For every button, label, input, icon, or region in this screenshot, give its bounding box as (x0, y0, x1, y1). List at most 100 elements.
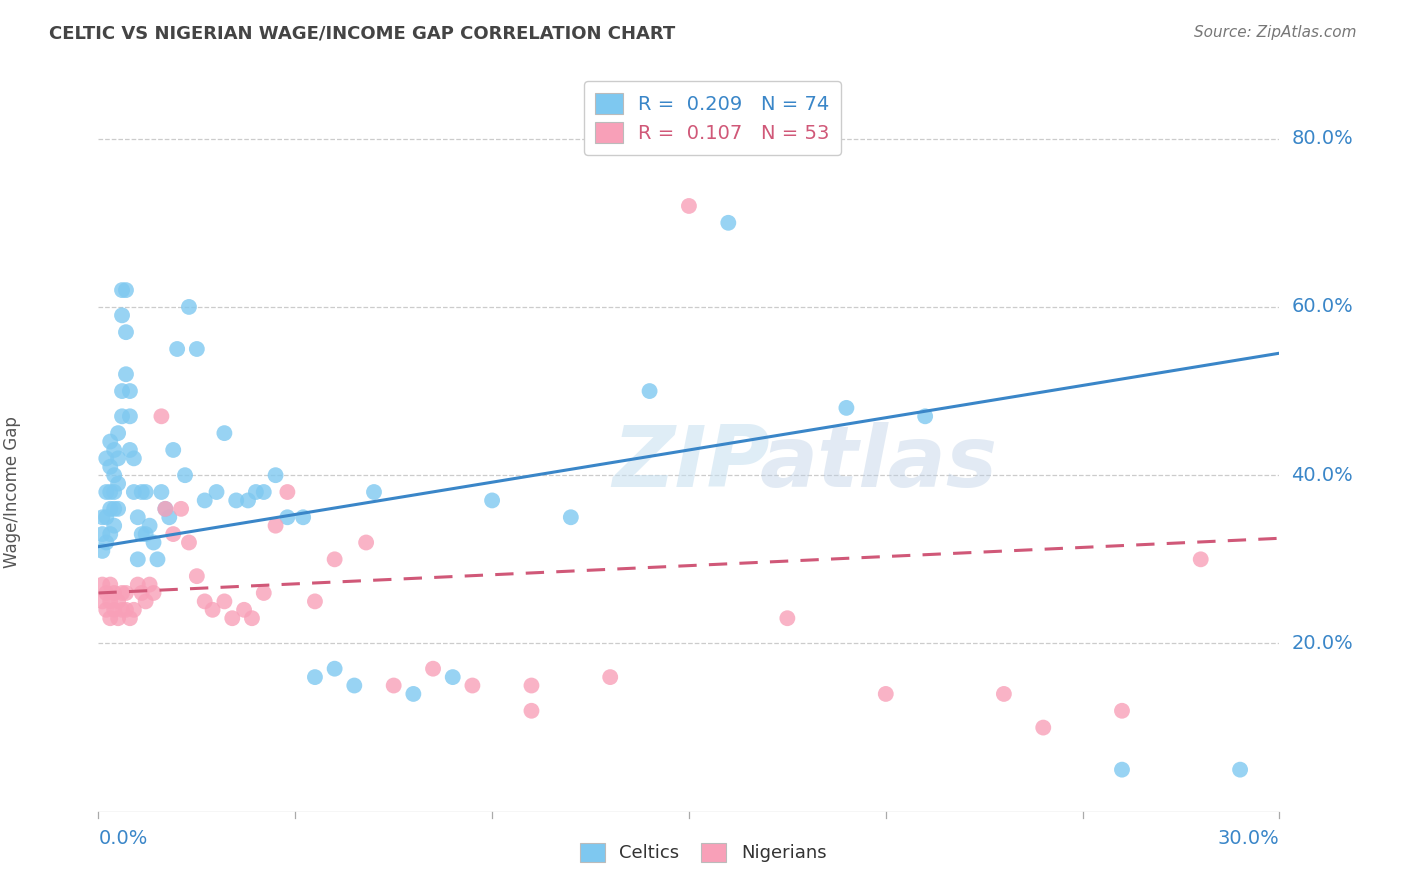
Point (118, 611, 141, 625)
Point (1111, 763, 1133, 777)
Point (96, 603, 118, 617)
Point (138, 518, 160, 533)
Point (240, 611, 263, 625)
Point (233, 603, 256, 617)
Point (157, 510, 180, 524)
Point (91, 510, 114, 524)
Point (560, 510, 582, 524)
Point (354, 535, 377, 549)
Point (343, 679, 366, 693)
Point (127, 577, 149, 591)
Point (678, 199, 700, 213)
Point (402, 687, 425, 701)
Point (103, 603, 125, 617)
Point (115, 368, 138, 382)
Point (292, 510, 315, 524)
Point (107, 476, 129, 491)
Point (221, 611, 243, 625)
Point (186, 569, 208, 583)
Point (225, 493, 247, 508)
Point (91, 544, 114, 558)
Point (107, 594, 129, 608)
Point (481, 493, 503, 508)
Point (1189, 552, 1212, 566)
Point (131, 527, 153, 541)
Point (115, 283, 138, 297)
Point (122, 603, 145, 617)
Text: 0.0%: 0.0% (98, 829, 148, 847)
Text: ZIP: ZIP (612, 422, 770, 505)
Point (98, 485, 121, 500)
Point (103, 468, 125, 483)
Point (131, 485, 153, 500)
Text: 30.0%: 30.0% (1218, 829, 1279, 847)
Point (103, 586, 125, 600)
Point (138, 577, 160, 591)
Point (170, 501, 193, 516)
Point (111, 586, 134, 600)
Point (103, 485, 125, 500)
Point (115, 325, 138, 339)
Point (214, 426, 236, 441)
Point (323, 552, 346, 566)
Point (91, 527, 114, 541)
Point (96, 535, 118, 549)
Point (127, 552, 149, 566)
Point (98, 434, 121, 449)
Point (142, 535, 165, 549)
Point (174, 468, 197, 483)
Point (441, 670, 464, 684)
Point (98, 501, 121, 516)
Point (520, 704, 543, 718)
Point (98, 459, 121, 474)
Point (304, 670, 326, 684)
Point (382, 679, 405, 693)
Point (127, 510, 149, 524)
Point (96, 451, 118, 466)
Point (194, 493, 217, 508)
Point (264, 468, 287, 483)
Legend: Celtics, Nigerians: Celtics, Nigerians (572, 836, 834, 870)
Legend: R =  0.209   N = 74, R =  0.107   N = 53: R = 0.209 N = 74, R = 0.107 N = 53 (583, 81, 841, 154)
Point (103, 442, 125, 457)
Point (115, 586, 138, 600)
Point (214, 594, 236, 608)
Point (91, 577, 114, 591)
Point (131, 586, 153, 600)
Point (103, 518, 125, 533)
Point (638, 384, 661, 398)
Point (914, 409, 936, 424)
Point (1229, 763, 1251, 777)
Point (363, 485, 385, 500)
Point (96, 586, 118, 600)
Point (103, 501, 125, 516)
Point (177, 535, 200, 549)
Point (201, 603, 224, 617)
Point (155, 501, 177, 516)
Point (461, 679, 484, 693)
Point (194, 594, 217, 608)
Point (599, 670, 621, 684)
Point (118, 384, 141, 398)
Point (111, 384, 134, 398)
Point (264, 518, 287, 533)
Point (98, 527, 121, 541)
Point (135, 527, 157, 541)
Point (111, 283, 134, 297)
Point (98, 611, 121, 625)
Point (135, 485, 157, 500)
Text: 60.0%: 60.0% (1291, 297, 1353, 317)
Point (276, 485, 298, 500)
Point (155, 501, 177, 516)
Point (135, 594, 157, 608)
Point (107, 451, 129, 466)
Point (98, 577, 121, 591)
Point (96, 485, 118, 500)
Point (107, 501, 129, 516)
Point (166, 342, 188, 356)
Point (146, 552, 169, 566)
Point (111, 309, 134, 323)
Point (98, 594, 121, 608)
Point (96, 510, 118, 524)
Point (142, 586, 165, 600)
